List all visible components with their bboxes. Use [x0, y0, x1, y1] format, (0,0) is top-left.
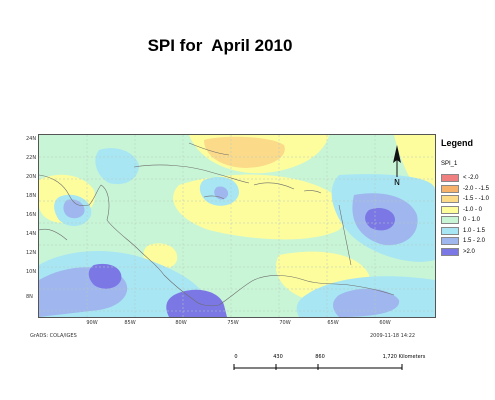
coastline-bahamas: [188, 142, 230, 156]
longitude-label: 80W: [175, 320, 187, 326]
legend-item: -2.0 - -1.5: [441, 184, 489, 195]
north-arrow-shape: [393, 145, 401, 163]
coastline-cuba: [133, 164, 250, 184]
latitude-label: 14N: [26, 231, 37, 237]
latitude-label: 8N: [26, 294, 33, 300]
map-credit: GrADS: COLA/IGES: [30, 333, 77, 339]
legend-label: -1.5 - -1.0: [463, 196, 490, 203]
longitude-label: 75W: [227, 320, 239, 326]
spi-class-gt2-area: [365, 208, 395, 231]
legend-item: >2.0: [441, 247, 489, 258]
legend-swatch: [441, 237, 459, 246]
legend-label: -1.0 - 0: [463, 206, 483, 213]
coastlines: [39, 142, 395, 307]
legend-item: 1.5 - 2.0: [441, 236, 489, 247]
longitude-label: 70W: [279, 320, 291, 326]
legend-swatch: [441, 174, 459, 183]
legend-label: -2.0 - -1.5: [463, 185, 490, 192]
longitude-label: 90W: [86, 320, 98, 326]
coastline-hispaniola: [253, 182, 295, 190]
latitude-label: 22N: [26, 155, 37, 161]
latitude-label: 10N: [26, 269, 37, 275]
legend-label: 0 - 1.0: [463, 217, 481, 224]
latitude-label: 24N: [26, 136, 37, 142]
graticule: [39, 135, 435, 317]
legend-swatch: [441, 184, 459, 193]
scale-label: 430: [273, 354, 283, 360]
scale-label: 0: [234, 354, 238, 360]
north-arrow-icon: N: [393, 145, 401, 185]
legend-item: < -2.0: [441, 173, 489, 184]
latitude-label: 16N: [26, 212, 37, 218]
legend-title: Legend: [441, 138, 474, 148]
legend-swatch: [441, 195, 459, 204]
coastline-jamaica: [203, 195, 225, 200]
longitude-label: 65W: [327, 320, 339, 326]
spi-class-neg1_5-to-neg1-area: [204, 136, 285, 168]
north-arrow-letter: N: [394, 178, 400, 185]
coastline-puerto-rico: [303, 190, 322, 194]
legend-swatch: [441, 226, 459, 235]
legend-swatch: [441, 216, 459, 225]
coastline-yucatan: [39, 228, 68, 241]
latitude-label: 12N: [26, 250, 37, 256]
legend-label: >2.0: [463, 248, 475, 255]
scale-bar-graphic: [233, 364, 403, 370]
latitude-label: 18N: [26, 193, 37, 199]
scale-label: 1,720 Kilometers: [382, 354, 426, 360]
coastline-central-america: [39, 174, 220, 307]
legend-item: 0 - 1.0: [441, 215, 489, 226]
legend-label: 1.5 - 2.0: [463, 238, 486, 245]
scale-label: 860: [315, 354, 325, 360]
latitude-label: 20N: [26, 174, 37, 180]
legend-list: < -2.0 -2.0 - -1.5 -1.5 - -1.0 -1.0 - 0 0 - …: [441, 173, 489, 257]
legend-label: < -2.0: [463, 175, 479, 182]
spi-class-gt2-area: [166, 289, 227, 317]
legend-item: -1.0 - 0: [441, 205, 489, 216]
legend-variable: SPI_1: [441, 161, 458, 167]
coastline-south-america: [218, 275, 395, 306]
legend-item: -1.5 - -1.0: [441, 194, 489, 205]
legend-swatch: [441, 205, 459, 214]
spi-map-graphic: [39, 135, 435, 317]
spi-class-1_5-to-2-area: [333, 288, 400, 317]
coastline-lesser-antilles: [338, 204, 352, 266]
longitude-label: 85W: [124, 320, 136, 326]
legend-item: 1.0 - 1.5: [441, 226, 489, 237]
scale-bar: 0 430 860 1,720 Kilometers: [232, 354, 425, 374]
legend-swatch: [441, 247, 459, 256]
spi-class-gt2-area: [88, 263, 122, 289]
map-timestamp: 2009-11-18 14:22: [370, 333, 416, 339]
spi-map[interactable]: [38, 134, 436, 318]
map-title: SPI for April 2010: [147, 36, 293, 55]
spi-class-1_5-to-2-area: [63, 199, 85, 219]
legend-label: 1.0 - 1.5: [463, 227, 486, 234]
longitude-label: 60W: [379, 320, 391, 326]
